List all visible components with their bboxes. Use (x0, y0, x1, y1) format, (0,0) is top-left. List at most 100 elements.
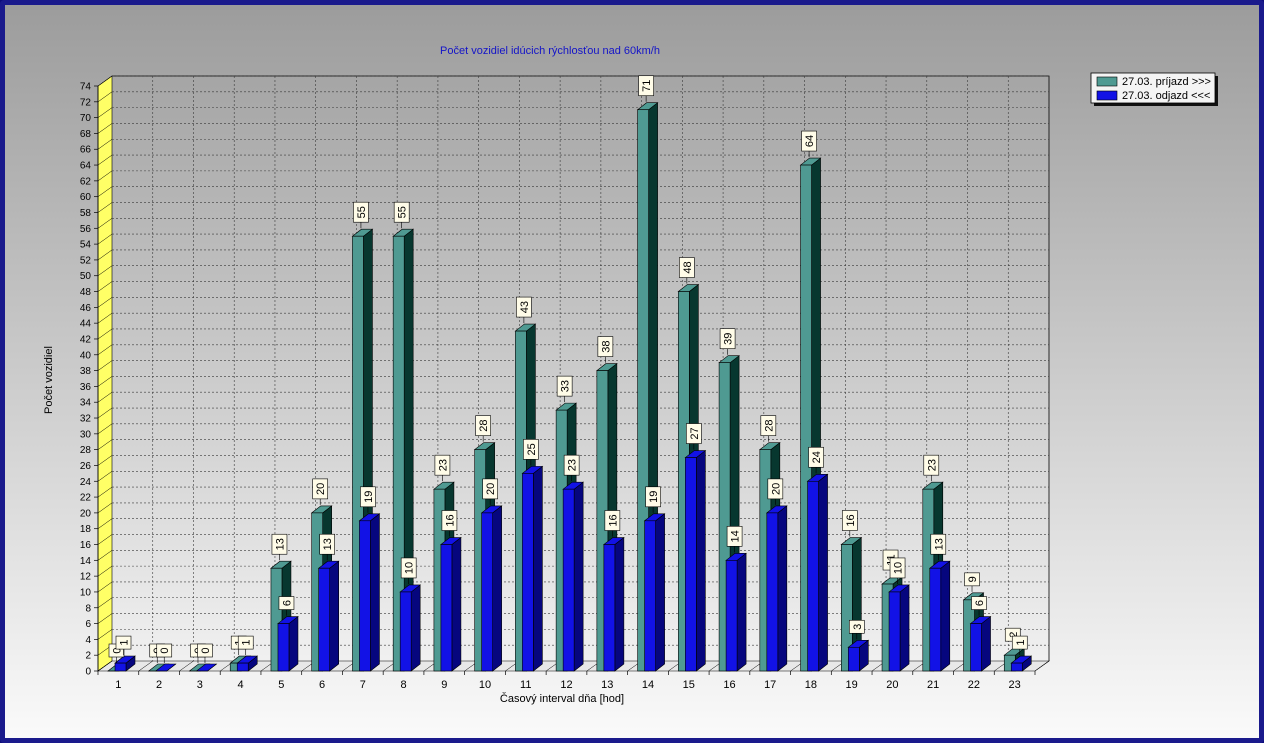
label-departure-22: 6 (971, 596, 987, 616)
y-tick-label-40: 40 (80, 350, 92, 361)
y-tick-label-4: 4 (85, 635, 91, 646)
label-departure-17: 20 (767, 478, 784, 505)
wall-tick-48 (97, 281, 113, 292)
bar-departure-19 (847, 639, 870, 672)
wall-tick-26 (97, 455, 113, 466)
bar-departure-17 (765, 505, 788, 672)
label-arrival-21: 23 (923, 454, 940, 482)
svg-text:0: 0 (159, 647, 171, 653)
label-arrival-15: 48 (679, 257, 695, 284)
label-departure-3: 0 (197, 643, 213, 663)
x-tick-label-18: 18 (805, 679, 817, 691)
y-tick-label-20: 20 (80, 508, 92, 519)
y-tick-label-50: 50 (80, 271, 92, 282)
bar-departure-22 (969, 615, 992, 672)
svg-text:20: 20 (770, 483, 782, 495)
wall-tick-44 (97, 312, 113, 324)
wall-tick-42 (97, 328, 113, 340)
y-tick-label-32: 32 (80, 414, 92, 425)
label-departure-15: 27 (686, 423, 702, 450)
data-labels: 0100001113620135519551023162820432533233… (108, 75, 1028, 663)
x-tick-label-23: 23 (1009, 679, 1021, 691)
y-tick-label-54: 54 (80, 240, 92, 251)
label-arrival-12: 33 (556, 375, 573, 403)
label-arrival-13: 38 (597, 336, 614, 363)
svg-text:19: 19 (648, 491, 660, 503)
svg-text:39: 39 (723, 333, 735, 345)
wall-tick-72 (97, 91, 113, 103)
y-tick-label-52: 52 (80, 255, 92, 266)
y-tick-label-38: 38 (80, 366, 92, 377)
label-departure-18: 24 (808, 446, 824, 474)
label-departure-5: 6 (278, 596, 295, 616)
bar-departure-23 (1010, 655, 1033, 672)
label-arrival-18: 64 (801, 130, 817, 158)
bar-departure-7 (358, 513, 381, 672)
svg-text:23: 23 (567, 459, 579, 471)
y-tick-label-42: 42 (80, 334, 92, 345)
svg-text:33: 33 (560, 380, 572, 392)
svg-text:27: 27 (689, 427, 701, 439)
bar-departure-4 (236, 655, 259, 672)
svg-text:19: 19 (363, 491, 375, 503)
x-tick-label-10: 10 (479, 679, 491, 691)
svg-text:10: 10 (404, 562, 416, 574)
wall-tick-10 (97, 581, 113, 593)
wall-tick-68 (97, 123, 113, 134)
svg-text:16: 16 (845, 514, 857, 526)
y-axis: 0246810121416182022242628303234363840424… (80, 82, 99, 678)
bar-departure-21 (928, 560, 951, 672)
svg-text:16: 16 (607, 514, 619, 526)
x-tick-label-16: 16 (723, 679, 735, 691)
bar-departure-9 (440, 536, 462, 672)
legend-swatch-departure (1096, 90, 1118, 101)
y-tick-label-60: 60 (80, 192, 92, 203)
label-arrival-8: 55 (393, 201, 410, 229)
wall-tick-60 (97, 186, 113, 197)
wall-tick-22 (97, 486, 113, 498)
label-departure-11: 25 (523, 439, 539, 466)
bar-departure-1 (114, 655, 136, 672)
bar-departure-8 (399, 584, 422, 672)
bar-departure-2 (154, 663, 177, 672)
wall-tick-50 (97, 265, 113, 276)
legend-entry-arrival: 27.03. príjazd >>> (1122, 76, 1211, 88)
x-axis: 1 2 3 4 5 6 7 8 9 10 11 12 13 14 15 16 17 18 19 20 21 22 23 (97, 671, 1036, 691)
y-tick-label-62: 62 (80, 176, 92, 187)
wall-tick-66 (97, 139, 113, 150)
x-tick-label-1: 1 (115, 679, 121, 691)
wall-tick-38 (97, 360, 113, 371)
label-departure-9: 16 (441, 510, 458, 537)
y-tick-label-46: 46 (80, 303, 92, 314)
label-arrival-11: 43 (516, 296, 532, 324)
y-tick-label-28: 28 (80, 445, 92, 456)
wall-tick-58 (97, 202, 113, 213)
y-tick-label-34: 34 (80, 398, 92, 409)
y-tick-label-72: 72 (80, 97, 92, 108)
svg-text:55: 55 (397, 206, 409, 218)
label-departure-13: 16 (604, 510, 621, 537)
wall-tick-30 (97, 423, 113, 435)
legend: 27.03. príjazd >>> 27.03. odjazd <<< (1090, 72, 1218, 106)
label-departure-2: 0 (156, 643, 173, 663)
svg-text:28: 28 (478, 420, 490, 432)
label-departure-16: 14 (726, 526, 743, 553)
svg-text:23: 23 (926, 459, 938, 471)
label-departure-21: 13 (930, 533, 947, 561)
label-departure-19: 3 (849, 619, 865, 640)
wall-tick-16 (97, 534, 113, 545)
bar-departure-20 (888, 584, 910, 672)
svg-text:64: 64 (804, 135, 816, 147)
svg-text:1: 1 (119, 640, 131, 646)
wall-tick-0 (97, 660, 113, 672)
wall-tick-64 (97, 154, 113, 166)
svg-text:1: 1 (241, 640, 253, 646)
wall-tick-28 (97, 439, 113, 450)
svg-text:28: 28 (763, 420, 775, 432)
label-arrival-5: 13 (271, 533, 288, 561)
y-axis-label: Počet vozidiel (43, 346, 55, 414)
label-arrival-6: 20 (312, 478, 328, 505)
bar-departure-16 (725, 552, 747, 672)
y-tick-label-68: 68 (80, 129, 92, 140)
